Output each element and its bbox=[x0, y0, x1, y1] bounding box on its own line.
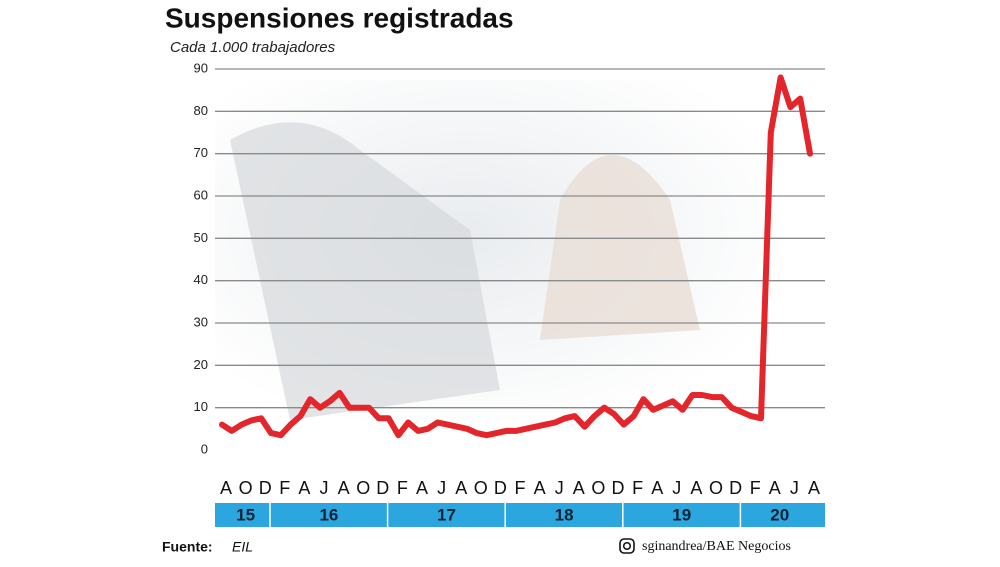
year-label: 17 bbox=[437, 505, 456, 524]
x-tick-label: F bbox=[632, 478, 643, 498]
year-label: 15 bbox=[236, 505, 255, 524]
photo-figure bbox=[540, 155, 700, 340]
x-tick-label: A bbox=[769, 478, 781, 498]
x-tick-label: J bbox=[790, 478, 799, 498]
x-tick-label: F bbox=[515, 478, 526, 498]
x-tick-label: O bbox=[474, 478, 488, 498]
x-tick-label: A bbox=[338, 478, 350, 498]
x-tick-label: A bbox=[298, 478, 310, 498]
year-label: 18 bbox=[555, 505, 574, 524]
x-tick-label: D bbox=[376, 478, 389, 498]
x-tick-label: A bbox=[573, 478, 585, 498]
y-tick-label: 80 bbox=[194, 103, 208, 118]
y-tick-label: 0 bbox=[201, 441, 208, 456]
x-tick-label: D bbox=[494, 478, 507, 498]
instagram-icon bbox=[622, 541, 632, 551]
chart-title: Suspensiones registradas bbox=[165, 2, 514, 33]
credit: sginandrea/BAE Negocios bbox=[642, 539, 791, 554]
y-tick-label: 60 bbox=[194, 187, 208, 202]
y-tick-label: 40 bbox=[194, 272, 208, 287]
x-tick-label: F bbox=[279, 478, 290, 498]
x-tick-label: A bbox=[455, 478, 467, 498]
x-tick-label: A bbox=[534, 478, 546, 498]
x-tick-label: D bbox=[259, 478, 272, 498]
x-tick-label: D bbox=[612, 478, 625, 498]
y-tick-label: 30 bbox=[194, 314, 208, 329]
x-tick-label: A bbox=[416, 478, 428, 498]
y-tick-label: 10 bbox=[194, 399, 208, 414]
x-tick-label: A bbox=[690, 478, 702, 498]
photo-figure bbox=[230, 122, 500, 420]
chart-subtitle: Cada 1.000 trabajadores bbox=[170, 39, 336, 56]
year-label: 19 bbox=[672, 505, 691, 524]
x-tick-label: O bbox=[356, 478, 370, 498]
x-tick-label: F bbox=[397, 478, 408, 498]
x-tick-label: O bbox=[591, 478, 605, 498]
x-tick-label: J bbox=[672, 478, 681, 498]
x-tick-label: D bbox=[729, 478, 742, 498]
y-tick-label: 50 bbox=[194, 230, 208, 245]
source-label: Fuente: bbox=[162, 539, 213, 555]
year-label: 20 bbox=[770, 505, 789, 524]
x-tick-label: A bbox=[808, 478, 820, 498]
x-tick-label: F bbox=[750, 478, 761, 498]
year-label: 16 bbox=[319, 505, 338, 524]
x-tick-label: A bbox=[651, 478, 663, 498]
x-tick-label: J bbox=[320, 478, 329, 498]
source: EIL bbox=[232, 539, 253, 555]
x-tick-label: O bbox=[709, 478, 723, 498]
x-tick-label: A bbox=[220, 478, 232, 498]
x-tick-label: O bbox=[239, 478, 253, 498]
x-tick-label: J bbox=[437, 478, 446, 498]
instagram-icon bbox=[619, 538, 635, 554]
x-tick-label: J bbox=[555, 478, 564, 498]
data-line bbox=[219, 74, 813, 439]
y-tick-label: 90 bbox=[194, 60, 208, 75]
year-band bbox=[215, 503, 825, 527]
y-tick-label: 70 bbox=[194, 145, 208, 160]
y-tick-label: 20 bbox=[194, 357, 208, 372]
